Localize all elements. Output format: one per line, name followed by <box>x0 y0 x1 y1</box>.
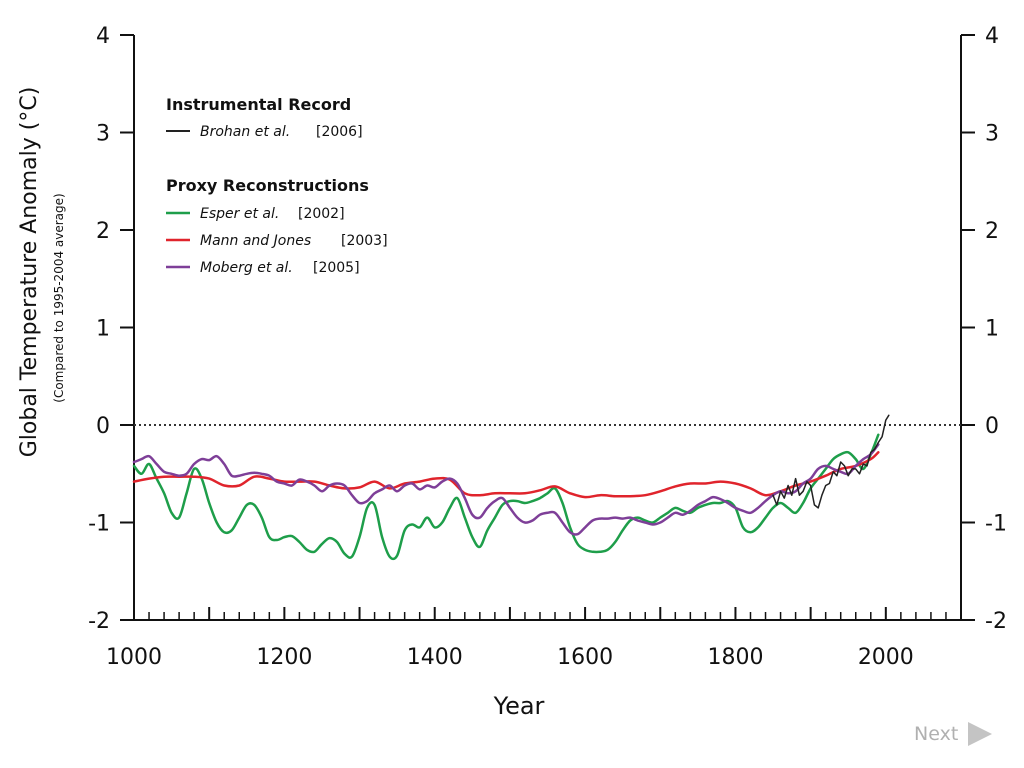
y-tick-label-left: 2 <box>96 219 110 244</box>
legend-group-proxy: Proxy Reconstructions <box>166 176 369 195</box>
y-tick-label-left: 1 <box>96 317 110 342</box>
x-axis-title: Year <box>493 692 545 720</box>
legend-name-esper: Esper et al. <box>200 206 279 222</box>
series-line-esper <box>132 433 880 561</box>
next-button-label: Next <box>914 723 959 745</box>
legend-year-brohan: [2006] <box>316 124 363 140</box>
y-tick-label-right: 4 <box>985 24 999 49</box>
legend: Instrumental Record Brohan et al. [2006]… <box>166 95 388 276</box>
legend-name-moberg: Moberg et al. <box>200 260 293 276</box>
legend-year-mann: [2003] <box>341 233 388 249</box>
x-tick-label: 1000 <box>106 645 162 670</box>
x-tick-label: 1800 <box>707 645 763 670</box>
y-tick-label-right: -1 <box>985 512 1007 537</box>
play-arrow-icon <box>968 722 993 746</box>
tick-labels: 1000 1200 1400 1600 1800 2000 4 3 2 1 0 -1 -2 4 3 2 1 0 -1… <box>88 24 1007 670</box>
y-tick-label-left: -1 <box>88 512 110 537</box>
legend-name-brohan: Brohan et al. <box>200 124 290 140</box>
y-tick-label-left: -2 <box>88 609 110 634</box>
y-axis-title: Global Temperature Anomaly (°C) <box>17 87 42 458</box>
x-tick-label: 1600 <box>557 645 613 670</box>
legend-group-instrumental: Instrumental Record <box>166 95 351 114</box>
legend-year-moberg: [2005] <box>313 260 360 276</box>
series-line-mann <box>132 451 880 499</box>
y-tick-label-right: 1 <box>985 317 999 342</box>
y-tick-label-left: 4 <box>96 24 110 49</box>
y-axis-subtitle: (Compared to 1995-2004 average) <box>52 193 66 402</box>
y-tick-label-left: 0 <box>96 414 110 439</box>
series-line-moberg <box>132 443 880 536</box>
legend-year-esper: [2002] <box>298 206 345 222</box>
y-tick-label-right: 3 <box>985 122 999 147</box>
x-tick-label: 2000 <box>858 645 914 670</box>
x-tick-label: 1200 <box>256 645 312 670</box>
y-tick-label-left: 3 <box>96 122 110 147</box>
y-tick-label-right: 0 <box>985 414 999 439</box>
legend-name-mann: Mann and Jones <box>200 233 311 249</box>
y-tick-label-right: 2 <box>985 219 999 244</box>
x-tick-label: 1400 <box>407 645 463 670</box>
series-lines <box>132 414 890 561</box>
series-line-brohan <box>772 414 890 509</box>
y-tick-label-right: -2 <box>985 609 1007 634</box>
next-button[interactable]: Next <box>914 722 993 746</box>
axis-ticks <box>120 34 975 621</box>
